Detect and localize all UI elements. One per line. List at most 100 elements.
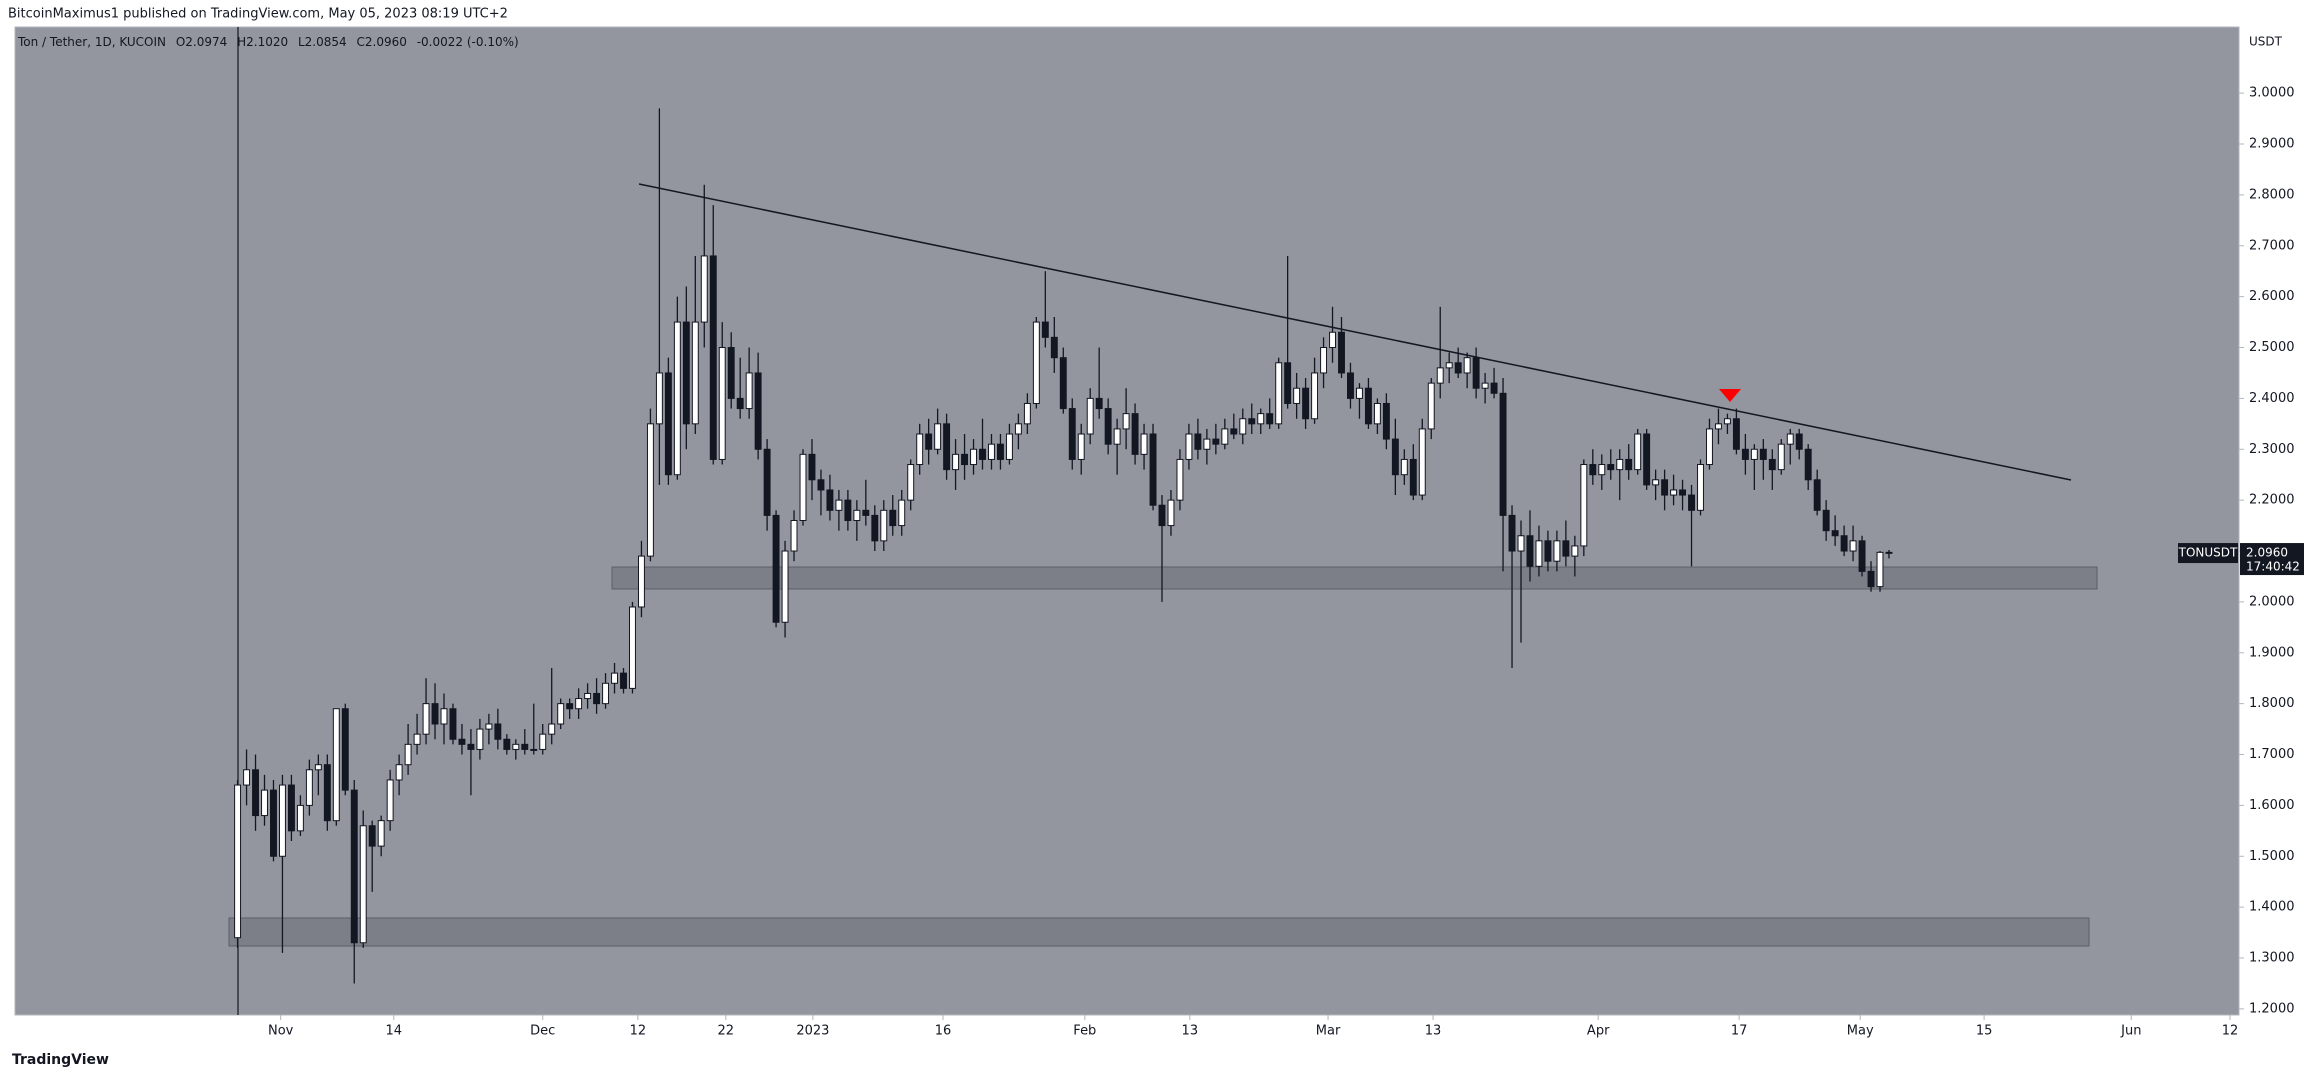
candle-body	[1445, 362, 1453, 369]
candle-body	[1230, 428, 1238, 435]
o-value: 2.0974	[185, 35, 227, 49]
y-tick-label: 2.8000	[2249, 187, 2295, 202]
candle-body	[853, 509, 861, 521]
ticker-bg	[2178, 543, 2238, 564]
candle-body	[1580, 464, 1588, 547]
brand: TradingView	[12, 1052, 109, 1068]
candle-body	[1535, 540, 1543, 567]
x-tick-label: 12	[630, 1024, 647, 1039]
candle-body	[1239, 418, 1247, 435]
candle-body	[467, 743, 475, 750]
x-tick-label: 2023	[796, 1024, 829, 1039]
candle-body	[1023, 402, 1031, 425]
candle-body	[332, 708, 340, 822]
candle-body	[1373, 402, 1381, 425]
candle-body	[1284, 362, 1292, 404]
candle-body	[898, 499, 906, 527]
candle-body	[673, 321, 681, 476]
symbol: Ton / Tether, 1D, KUCOIN	[17, 35, 166, 49]
candle-body	[1598, 464, 1606, 476]
x-tick-label: Jun	[2120, 1024, 2141, 1039]
candle-body	[404, 743, 412, 766]
candle-body	[727, 347, 735, 399]
candle-body	[1553, 540, 1561, 562]
candle-body	[431, 703, 439, 725]
candle-body	[1409, 458, 1417, 496]
x-tick-label: Apr	[1587, 1024, 1610, 1039]
candle-body	[1840, 535, 1848, 552]
candle-body	[736, 397, 744, 410]
candle-body	[449, 708, 457, 740]
candle-body	[1472, 357, 1480, 389]
candle-body	[1391, 438, 1399, 476]
candle-body	[790, 519, 798, 552]
candle-body	[440, 708, 448, 725]
candle-body	[961, 453, 969, 466]
candle-body	[557, 703, 565, 725]
candle-body	[691, 321, 699, 425]
last-price-box: TONUSDT 2.0960 17:40:42	[2178, 543, 2304, 576]
candle-body	[1481, 382, 1489, 389]
candle-body	[1714, 423, 1722, 430]
candle-body	[1562, 540, 1570, 557]
candle-body	[1741, 448, 1749, 460]
candle-body	[1194, 433, 1202, 450]
candle-body	[1329, 331, 1336, 349]
candle-body	[1732, 418, 1740, 450]
candle-body	[655, 372, 663, 425]
candle-body	[1490, 382, 1498, 394]
candle-body	[1113, 428, 1121, 445]
x-tick-label: 13	[1425, 1024, 1442, 1039]
candle-body	[359, 825, 367, 944]
candle-body	[234, 784, 242, 939]
y-tick-label: 1.7000	[2249, 747, 2295, 762]
candle-body	[1589, 464, 1597, 476]
candle-body	[270, 789, 277, 857]
candle-body	[485, 723, 493, 730]
candle-body	[413, 733, 421, 745]
y-tick-label: 1.3000	[2249, 951, 2295, 966]
candle-body	[503, 738, 511, 750]
x-tick-label: Feb	[1073, 1024, 1096, 1039]
candle-body	[880, 509, 888, 542]
candle-body	[1508, 514, 1516, 552]
l-value: 2.0854	[305, 35, 347, 49]
candle-body	[422, 703, 430, 735]
x-tick-label: 22	[718, 1024, 735, 1039]
candle-body	[1005, 433, 1013, 460]
candle-body	[664, 372, 672, 476]
candle-body	[637, 555, 645, 608]
candle-body	[1427, 382, 1435, 430]
x-tick-label: May	[1847, 1024, 1874, 1039]
candle-body	[243, 769, 251, 786]
candle-body	[1059, 357, 1067, 410]
candle-body	[575, 698, 583, 710]
l-key: L	[298, 35, 305, 49]
candle-body	[1777, 443, 1785, 471]
candle-body	[1131, 413, 1139, 455]
candle-body	[835, 499, 843, 511]
candle-body	[1661, 479, 1669, 496]
y-tick-label: 2.2000	[2249, 493, 2295, 508]
candle-body	[889, 509, 897, 527]
candle-body	[1723, 418, 1731, 425]
candle-body	[754, 372, 762, 450]
candle-body	[1544, 540, 1552, 562]
candle-body	[252, 769, 259, 817]
candle-body	[584, 692, 592, 700]
o-key: O	[176, 35, 185, 49]
candle-body	[1526, 535, 1534, 567]
candle-body	[593, 692, 601, 705]
candle-body	[682, 321, 690, 425]
candle-body	[530, 748, 538, 751]
y-tick-label: 2.9000	[2249, 137, 2295, 152]
candle-body	[620, 672, 627, 689]
candle-body	[934, 423, 942, 450]
last-price-bg	[2240, 543, 2304, 576]
candle-body	[1418, 428, 1426, 496]
candle-body	[943, 423, 951, 471]
candle-body	[745, 372, 753, 410]
candle-body	[862, 509, 870, 516]
candle-body	[377, 820, 385, 847]
